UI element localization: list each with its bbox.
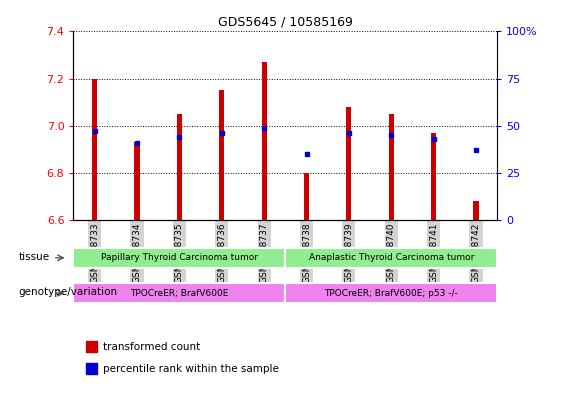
Title: GDS5645 / 10585169: GDS5645 / 10585169 xyxy=(218,16,353,29)
Bar xyxy=(177,114,182,220)
Bar xyxy=(346,107,351,220)
Bar xyxy=(134,142,140,220)
Bar xyxy=(473,201,479,220)
Bar xyxy=(73,248,285,268)
Text: tissue: tissue xyxy=(18,252,50,262)
Bar xyxy=(86,363,97,374)
Text: Anaplastic Thyroid Carcinoma tumor: Anaplastic Thyroid Carcinoma tumor xyxy=(308,253,474,262)
Bar xyxy=(285,283,497,303)
Text: percentile rank within the sample: percentile rank within the sample xyxy=(103,364,279,374)
Text: TPOCreER; BrafV600E; p53 -/-: TPOCreER; BrafV600E; p53 -/- xyxy=(324,289,458,298)
Bar xyxy=(262,62,267,220)
Bar xyxy=(304,173,309,220)
Bar xyxy=(92,79,97,220)
Bar xyxy=(431,133,436,220)
Bar xyxy=(73,283,285,303)
Text: Papillary Thyroid Carcinoma tumor: Papillary Thyroid Carcinoma tumor xyxy=(101,253,258,262)
Bar xyxy=(389,114,394,220)
Bar xyxy=(285,248,497,268)
Text: transformed count: transformed count xyxy=(103,342,201,352)
Bar xyxy=(219,90,224,220)
Text: TPOCreER; BrafV600E: TPOCreER; BrafV600E xyxy=(130,289,229,298)
Bar xyxy=(86,341,97,352)
Text: genotype/variation: genotype/variation xyxy=(18,287,118,297)
